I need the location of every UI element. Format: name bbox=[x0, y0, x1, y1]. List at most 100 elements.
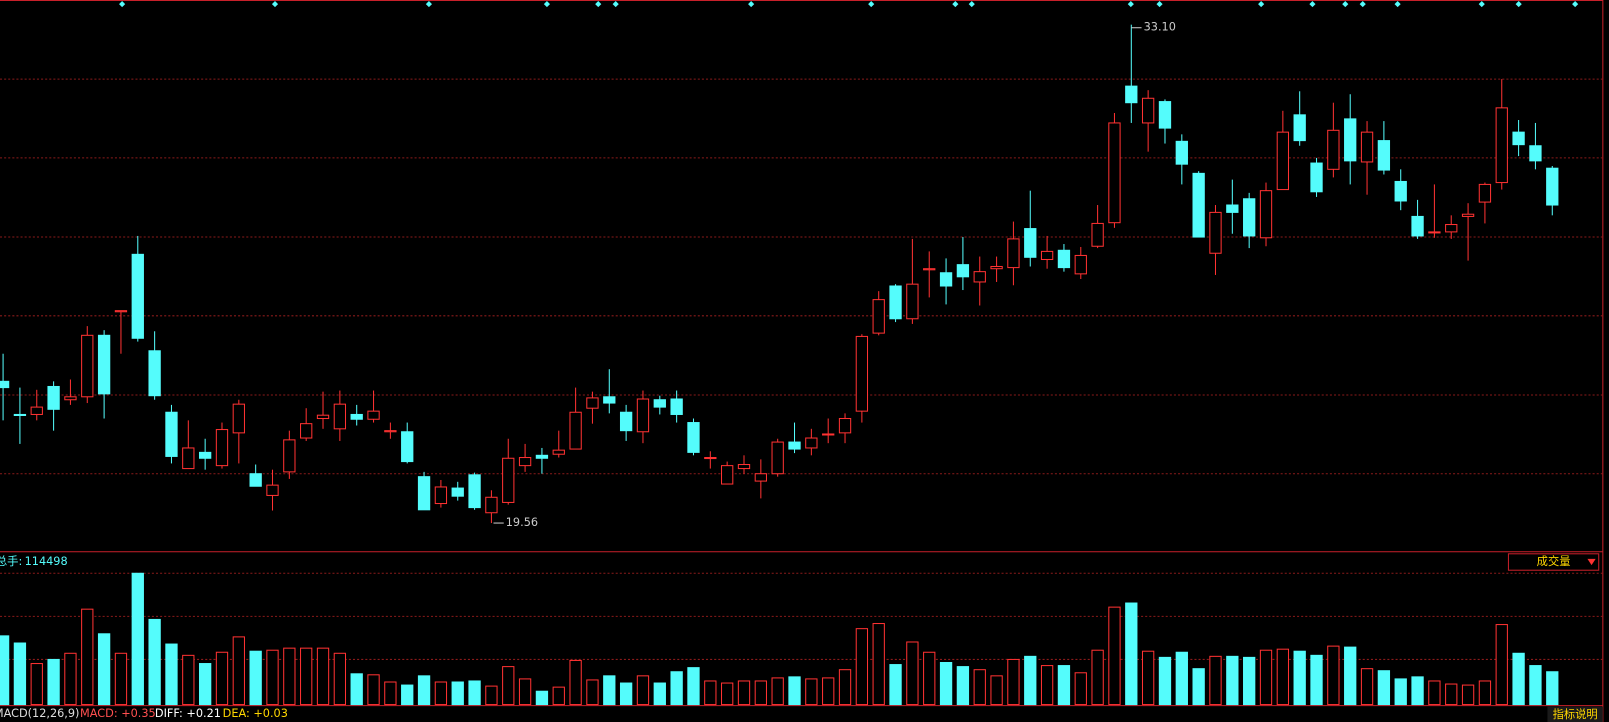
volume-bar bbox=[131, 572, 144, 706]
help-box[interactable] bbox=[1547, 706, 1603, 722]
candle-body bbox=[215, 429, 229, 467]
candle-body bbox=[1377, 140, 1391, 171]
max-annotation: 33.10 bbox=[1144, 21, 1176, 34]
volume-menu[interactable]: 成交量 bbox=[1507, 553, 1600, 571]
volume-value: 114498 bbox=[25, 555, 68, 568]
volume-bar bbox=[434, 681, 448, 706]
indicator-macd: MACD: +0.35 bbox=[80, 707, 156, 720]
candle-body bbox=[30, 406, 43, 415]
volume-bar bbox=[215, 651, 229, 706]
volume-bar bbox=[973, 669, 986, 706]
candle-body bbox=[1546, 167, 1559, 206]
help-text[interactable]: 指标说明 bbox=[1553, 707, 1598, 721]
candle-body bbox=[1209, 211, 1222, 254]
volume-label: 总手: bbox=[0, 554, 22, 568]
volume-bar bbox=[81, 608, 94, 706]
volume-bar bbox=[636, 675, 650, 706]
volume-bar bbox=[1293, 650, 1306, 706]
volume-bar bbox=[502, 666, 515, 706]
candle-body bbox=[535, 454, 549, 459]
volume-bar bbox=[1091, 649, 1104, 706]
candle-body bbox=[939, 272, 953, 287]
event-marker bbox=[543, 1, 551, 8]
volume-bar bbox=[417, 675, 431, 706]
candle-body bbox=[300, 423, 313, 439]
candle-body bbox=[249, 473, 262, 487]
menu-text[interactable]: 成交量 bbox=[1537, 554, 1571, 568]
volume-bar bbox=[1243, 656, 1256, 706]
candle-body bbox=[333, 403, 347, 430]
candle-body bbox=[1226, 204, 1239, 213]
volume-bar bbox=[771, 677, 784, 706]
volume-bar bbox=[1108, 606, 1121, 706]
volume-bar bbox=[1461, 684, 1475, 706]
volume-bar bbox=[485, 685, 498, 706]
event-marker bbox=[1156, 1, 1163, 8]
candle-body bbox=[771, 441, 784, 475]
volume-bar bbox=[165, 643, 178, 706]
volume-bar bbox=[1141, 650, 1155, 706]
event-marker bbox=[868, 1, 875, 8]
menu-box[interactable] bbox=[1507, 553, 1600, 571]
candle-body bbox=[1310, 162, 1323, 193]
candle-body bbox=[266, 484, 279, 496]
volume-bar bbox=[1377, 670, 1391, 706]
volume-bar bbox=[232, 636, 245, 706]
candle-body bbox=[1091, 222, 1104, 247]
volume-bar bbox=[889, 664, 902, 706]
volume-bar bbox=[0, 635, 10, 706]
volume-bar bbox=[333, 652, 347, 706]
volume-bar bbox=[468, 680, 481, 706]
candle-body bbox=[956, 264, 970, 278]
candle-body bbox=[384, 430, 397, 433]
candle-body bbox=[1327, 129, 1340, 170]
candle-body bbox=[13, 413, 27, 416]
volume-bar bbox=[13, 642, 27, 706]
volume-bar bbox=[401, 684, 414, 706]
volume-bar bbox=[350, 673, 363, 706]
volume-bar bbox=[451, 681, 464, 706]
candle-body bbox=[47, 385, 60, 410]
candle-body bbox=[401, 431, 414, 463]
volume-bar bbox=[1529, 665, 1542, 706]
volume-bar bbox=[518, 678, 532, 706]
volume-bar bbox=[198, 663, 212, 706]
volume-bar bbox=[855, 628, 869, 706]
volume-bar bbox=[687, 667, 700, 706]
volume-bar bbox=[552, 686, 565, 706]
candle-body bbox=[1108, 122, 1121, 224]
volume-bar bbox=[1040, 665, 1054, 706]
volume-bar bbox=[788, 676, 801, 706]
volume-bar bbox=[1478, 680, 1492, 706]
volume-bar bbox=[1445, 683, 1458, 706]
candle-body bbox=[232, 403, 245, 434]
candle-body bbox=[687, 422, 700, 453]
candle-body bbox=[485, 496, 498, 514]
candle-body bbox=[872, 299, 885, 334]
volume-bar bbox=[1394, 678, 1407, 706]
volume-bar bbox=[670, 671, 683, 706]
candle-body bbox=[552, 449, 565, 455]
volume-bar bbox=[1344, 646, 1357, 706]
indicator-name: MACD(12,26,9) bbox=[0, 707, 79, 720]
candle-body bbox=[1158, 101, 1172, 129]
help-button[interactable]: 指标说明 bbox=[1547, 706, 1603, 722]
menu-arrow[interactable] bbox=[1587, 558, 1596, 566]
candle-body bbox=[518, 457, 532, 467]
volume-bar bbox=[1125, 602, 1138, 706]
volume-bar bbox=[1276, 648, 1290, 706]
candle-body bbox=[704, 457, 717, 460]
volume-bar bbox=[300, 647, 313, 706]
candle-body bbox=[855, 335, 869, 412]
candle-body bbox=[165, 411, 178, 457]
event-marker bbox=[612, 1, 619, 8]
min-annotation: 19.56 bbox=[506, 516, 538, 529]
candle-body bbox=[603, 396, 616, 404]
candle-body bbox=[502, 457, 515, 503]
candle-body bbox=[0, 380, 10, 389]
candle-body bbox=[417, 476, 431, 511]
volume-bar bbox=[114, 652, 128, 706]
candle-body bbox=[81, 334, 94, 398]
candle-body bbox=[990, 265, 1003, 270]
